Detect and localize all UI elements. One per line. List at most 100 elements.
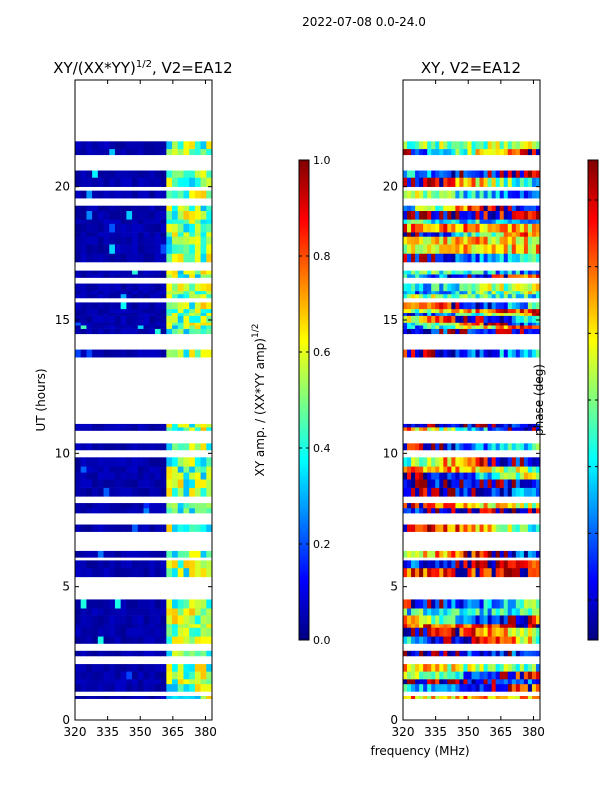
phase-waterfall-cell: [471, 423, 477, 428]
phase-waterfall-cell: [523, 283, 529, 292]
phase-waterfall-cell: [423, 283, 428, 292]
amp-waterfall-cell: [143, 325, 150, 329]
phase-waterfall-cell: [427, 325, 432, 329]
phase-waterfall-cell: [519, 427, 525, 431]
phase-waterfall-cell: [519, 650, 525, 657]
phase-waterfall-cell: [483, 177, 489, 187]
amp-waterfall-cell: [189, 650, 196, 657]
phase-waterfall-cell: [527, 232, 533, 237]
phase-waterfall-cell: [403, 290, 408, 295]
phase-waterfall-cell: [495, 141, 501, 150]
amp-waterfall-cell: [86, 219, 93, 224]
phase-waterfall-cell: [507, 270, 513, 275]
amp-waterfall-cell: [132, 283, 139, 292]
phase-waterfall-cell: [415, 223, 420, 233]
amp-waterfall-cell: [109, 312, 116, 316]
amp-waterfall-cell: [80, 457, 87, 467]
phase-waterfall-cell: [483, 312, 489, 316]
phase-waterfall-cell: [479, 443, 485, 451]
phase-waterfall-cell: [487, 615, 493, 625]
amp-waterfall-cell: [80, 615, 87, 625]
phase-waterfall-cell: [435, 141, 440, 150]
amp-waterfall-cell: [86, 695, 93, 699]
phase-waterfall-cell: [499, 349, 505, 358]
amp-waterfall-cell: [137, 427, 144, 431]
amp-waterfall-cell: [194, 232, 202, 237]
phase-waterfall-cell: [487, 274, 493, 278]
phase-waterfall-cell: [459, 423, 464, 428]
amp-waterfall-cell: [206, 232, 212, 237]
phase-waterfall-cell: [515, 293, 521, 299]
phase-waterfall-cell: [431, 671, 436, 680]
phase-waterfall-cell: [471, 210, 477, 220]
amp-waterfall-cell: [132, 322, 139, 326]
phase-waterfall-cell: [491, 479, 497, 488]
amp-waterfall-cell: [126, 472, 133, 480]
phase-waterfall-cell: [499, 479, 505, 488]
amp-waterfall-cell: [194, 308, 202, 314]
amp-waterfall-cell: [177, 608, 184, 616]
amp-waterfall-cell: [86, 472, 93, 480]
phase-waterfall-cell: [443, 671, 448, 680]
phase-waterfall-cell: [415, 567, 420, 578]
amp-waterfall-cell: [160, 567, 167, 578]
phase-waterfall-cell: [459, 328, 464, 335]
phase-waterfall-cell: [523, 567, 529, 578]
phase-waterfall-cell: [511, 253, 517, 263]
phase-waterfall-cell: [431, 636, 436, 644]
amp-waterfall-cell: [166, 283, 173, 292]
phase-waterfall-cell: [419, 472, 424, 480]
phase-waterfall-cell: [487, 290, 493, 295]
phase-waterfall-cell: [523, 457, 529, 467]
phase-waterfall-cell: [483, 253, 489, 263]
amp-waterfall-cell: [132, 244, 139, 254]
amp-waterfall-cell: [80, 695, 87, 699]
amp-waterfall-cell: [189, 623, 196, 628]
amp-waterfall-cell: [120, 524, 127, 532]
amp-waterfall-cell: [160, 503, 167, 509]
amp-waterfall-cell: [194, 205, 202, 212]
amp-waterfall-cell: [189, 177, 196, 187]
amp-waterfall-cell: [206, 325, 212, 329]
phase-waterfall-cell: [443, 524, 448, 532]
amp-waterfall-cell: [80, 472, 87, 480]
amp-waterfall-cell: [206, 503, 212, 509]
amp-waterfall-cell: [160, 270, 167, 275]
amp-waterfall-cell: [194, 636, 202, 644]
phase-waterfall-cell: [459, 427, 464, 431]
amp-x-axis: 320 335 350 365 380: [64, 80, 217, 739]
phase-waterfall-cell: [447, 236, 452, 245]
phase-waterfall-cell: [475, 148, 481, 156]
phase-waterfall-cell: [531, 293, 537, 299]
phase-waterfall-cell: [527, 244, 533, 254]
amp-waterfall-cell: [109, 550, 116, 558]
phase-waterfall-cell: [459, 315, 464, 323]
amp-waterfall-cell: [109, 349, 116, 358]
phase-waterfall-cell: [475, 567, 481, 578]
phase-waterfall-cell: [447, 223, 452, 233]
y-tick-label: 15: [383, 313, 398, 327]
amp-waterfall-cell: [154, 244, 162, 254]
phase-waterfall-cell: [511, 325, 517, 329]
phase-waterfall-cell: [407, 232, 412, 237]
phase-waterfall-cell: [483, 148, 489, 156]
amp-waterfall-cell: [177, 328, 184, 335]
phase-waterfall-cell: [495, 636, 501, 644]
phase-waterfall-cell: [415, 683, 420, 692]
phase-waterfall-cell: [403, 244, 408, 254]
phase-waterfall-cell: [527, 623, 533, 628]
amp-waterfall-cell: [194, 524, 202, 532]
amp-waterfall-cell: [177, 472, 184, 480]
amp-waterfall-cell: [114, 219, 122, 224]
phase-waterfall-cell: [515, 466, 521, 473]
phase-waterfall-cell: [447, 664, 452, 672]
phase-waterfall-cell: [531, 308, 537, 314]
phase-waterfall-cell: [427, 190, 432, 199]
phase-waterfall-cell: [403, 524, 408, 532]
amp-waterfall-cell: [103, 423, 110, 428]
phase-waterfall-cell: [447, 205, 452, 212]
amp-waterfall-cell: [189, 190, 196, 199]
amp-waterfall-cell: [120, 148, 127, 156]
phase-waterfall-cell: [459, 472, 464, 480]
amp-waterfall-cell: [154, 232, 162, 237]
